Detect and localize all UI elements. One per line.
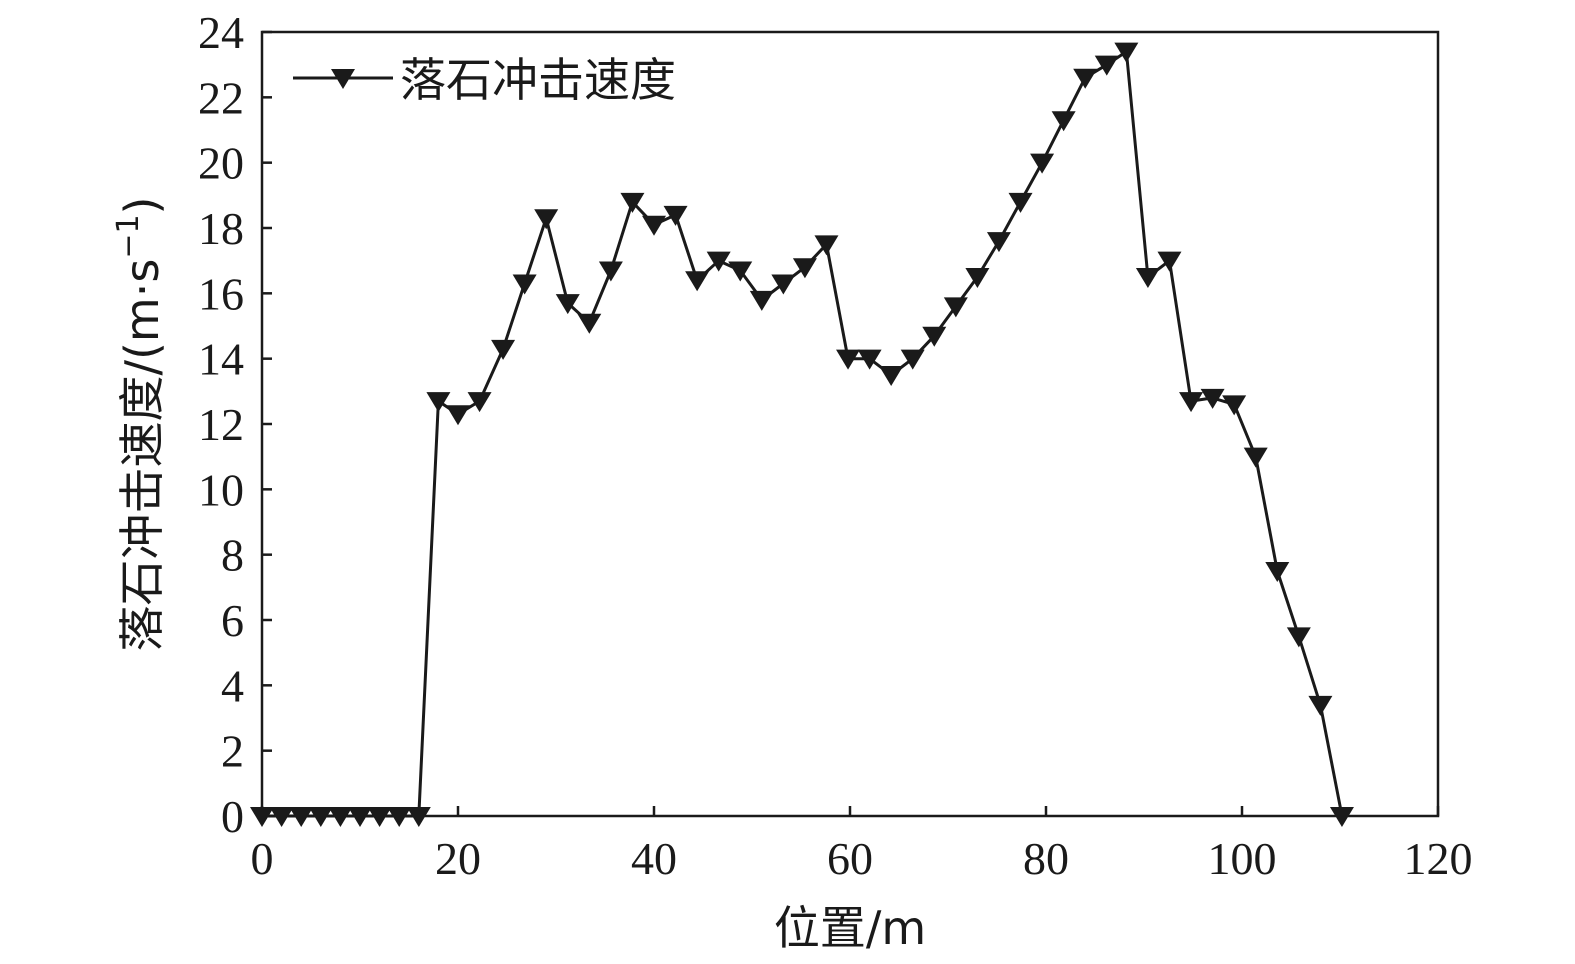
data-point-marker <box>446 405 470 426</box>
data-point-marker <box>965 268 990 288</box>
y-tick-label: 24 <box>198 7 244 58</box>
x-tick-label: 40 <box>631 833 677 884</box>
data-point-marker <box>792 258 817 279</box>
x-tick-label: 60 <box>827 833 873 884</box>
data-point-marker <box>1222 395 1247 416</box>
data-point-marker <box>706 251 731 272</box>
y-tick-label: 4 <box>221 660 244 711</box>
data-point-marker <box>1030 153 1055 174</box>
data-point-marker <box>289 807 314 827</box>
y-axis-title-main: 落石冲击速度/(m·s <box>115 259 169 652</box>
data-point-marker <box>728 261 753 282</box>
y-axis-title-close: ) <box>115 196 169 214</box>
data-point-marker <box>467 392 492 413</box>
y-tick-label: 18 <box>198 203 244 254</box>
y-axis-title-superscript: −1 <box>111 214 146 258</box>
y-tick-label: 0 <box>221 791 244 842</box>
data-point-marker <box>1073 68 1098 89</box>
x-tick-label: 120 <box>1404 833 1473 884</box>
x-tick-label: 0 <box>251 833 274 884</box>
data-point-marker <box>771 274 796 295</box>
data-point-marker <box>387 807 412 827</box>
data-point-marker <box>1179 392 1204 413</box>
data-point-marker <box>1200 388 1225 409</box>
data-point-marker <box>749 290 774 311</box>
legend-label: 落石冲击速度 <box>400 53 676 107</box>
y-tick-label: 8 <box>221 530 244 581</box>
series-layer <box>250 42 1354 827</box>
data-point-marker <box>836 349 861 370</box>
data-point-marker <box>1243 447 1268 468</box>
y-tick-label: 6 <box>221 595 244 646</box>
y-tick-label: 10 <box>198 464 244 515</box>
x-axis-title: 位置/m <box>774 901 926 955</box>
data-point-marker <box>426 392 451 413</box>
data-point-marker <box>577 313 602 334</box>
data-point-marker <box>879 366 904 386</box>
y-axis-title: 落石冲击速度/(m·s−1) <box>111 196 169 651</box>
data-point-marker <box>1157 251 1182 272</box>
data-point-marker <box>943 297 968 318</box>
x-tick-label: 80 <box>1023 833 1069 884</box>
data-point-marker <box>1329 807 1354 827</box>
data-point-marker <box>328 807 353 827</box>
series-line <box>262 50 1344 818</box>
data-point-marker <box>1094 55 1119 76</box>
data-point-marker <box>491 339 516 360</box>
data-point-marker <box>1135 268 1160 288</box>
y-tick-label: 22 <box>198 72 244 123</box>
data-point-marker <box>1008 192 1033 213</box>
y-tick-label: 14 <box>198 334 244 385</box>
data-point-marker <box>857 349 882 370</box>
data-point-marker <box>1286 627 1311 648</box>
data-point-marker <box>598 261 623 282</box>
data-point-marker <box>269 807 294 827</box>
data-point-marker <box>1265 562 1290 582</box>
y-tick-label: 16 <box>198 268 244 319</box>
data-point-marker <box>900 349 925 370</box>
y-tick-label: 20 <box>198 138 244 189</box>
y-tick-label: 2 <box>221 726 244 777</box>
data-point-marker <box>685 271 710 292</box>
data-point-marker <box>986 232 1011 253</box>
y-tick-label: 12 <box>198 399 244 450</box>
x-tick-label: 20 <box>435 833 481 884</box>
data-point-marker <box>250 807 274 827</box>
data-point-marker <box>922 326 947 347</box>
data-point-marker <box>406 807 431 827</box>
data-point-marker <box>348 807 372 827</box>
legend: 落石冲击速度 <box>293 53 676 107</box>
x-tick-label: 100 <box>1208 833 1277 884</box>
data-point-marker <box>814 235 839 256</box>
svg-text:落石冲击速度/(m·s−1): 落石冲击速度/(m·s−1) <box>111 196 169 651</box>
x-axis-ticks: 0 20 40 60 80 100 120 <box>251 806 1473 884</box>
data-point-marker <box>534 209 559 230</box>
data-point-marker <box>642 215 666 236</box>
data-point-marker <box>663 205 688 226</box>
data-point-marker <box>1114 42 1139 63</box>
data-point-marker <box>1308 695 1333 716</box>
data-point-marker <box>620 192 645 213</box>
data-point-marker <box>512 274 537 295</box>
data-point-marker <box>1051 111 1076 132</box>
data-point-marker <box>555 294 580 315</box>
legend-marker <box>331 69 355 89</box>
data-point-marker <box>308 807 333 827</box>
data-point-marker <box>367 807 392 827</box>
